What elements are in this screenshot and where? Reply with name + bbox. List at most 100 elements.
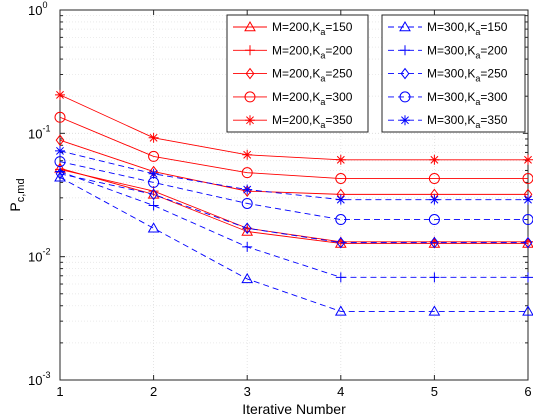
y-axis-label-subscript: c,md — [15, 178, 27, 202]
triangle-marker — [147, 222, 160, 233]
circle-marker — [148, 150, 160, 162]
legend-label: M=300,Ka=150 — [427, 20, 508, 37]
legend-label-subscript: a — [320, 97, 325, 107]
series-line — [59, 94, 528, 161]
legend-label: M=300,Ka=350 — [427, 113, 508, 130]
circle-marker — [241, 197, 253, 209]
star-marker — [55, 145, 65, 156]
legend-box-2: M=300,Ka=150M=300,Ka=200M=300,Ka=250M=30… — [381, 14, 526, 133]
legend-label-main: M=300,K — [427, 20, 475, 34]
legend-label: M=200,Ka=150 — [272, 20, 353, 37]
legend-item: M=300,Ka=200 — [388, 43, 508, 60]
star-marker — [242, 149, 253, 160]
star-marker — [148, 132, 159, 143]
star-marker — [400, 115, 410, 126]
x-axis-label: Iterative Number — [242, 401, 346, 417]
circle-marker — [54, 111, 66, 123]
star-marker — [523, 154, 533, 165]
legend-label-main: M=300,K — [427, 113, 475, 127]
series-line — [59, 150, 528, 201]
y-tick-label-base: 10 — [28, 250, 42, 265]
plus-marker — [523, 272, 533, 283]
series-5 — [55, 89, 533, 165]
series-10 — [55, 145, 533, 205]
circle-marker — [522, 173, 533, 185]
diamond-marker — [336, 236, 346, 249]
legend-label: M=300,Ka=300 — [427, 90, 508, 107]
triangle-marker — [428, 305, 441, 316]
y-tick-label-base: 10 — [28, 3, 42, 18]
legend-label-suffix: =300 — [325, 90, 352, 104]
legend-label-main: M=200,K — [272, 20, 320, 34]
series-8 — [55, 167, 533, 249]
legend-label-subscript: a — [475, 74, 480, 84]
series-4 — [54, 111, 533, 185]
legend-label-suffix: =200 — [325, 43, 352, 57]
legend-item: M=200,Ka=300 — [233, 90, 353, 107]
series-line — [59, 161, 528, 220]
series-line — [59, 171, 528, 278]
star-marker — [429, 154, 440, 165]
legend-label-suffix: =150 — [480, 20, 507, 34]
legend-item: M=200,Ka=200 — [233, 43, 353, 60]
legend-label-suffix: =300 — [480, 90, 507, 104]
series-7 — [55, 166, 533, 283]
legend-label-subscript: a — [475, 50, 480, 60]
x-tick-label: 3 — [244, 384, 251, 399]
circle-marker — [335, 173, 347, 185]
circle-marker — [335, 214, 347, 226]
legend-label-subscript: a — [475, 27, 480, 37]
star-marker — [429, 194, 440, 205]
star-marker — [242, 184, 253, 195]
legend-label: M=200,Ka=300 — [272, 90, 353, 107]
circle-marker — [241, 167, 253, 179]
circle-marker — [428, 173, 440, 185]
diamond-marker — [430, 236, 439, 249]
legend-label-main: M=200,K — [272, 43, 320, 57]
plus-marker — [335, 272, 346, 283]
legend-label-subscript: a — [320, 50, 325, 60]
legend-label-subscript: a — [475, 97, 480, 107]
y-tick-label: 10-1 — [28, 123, 50, 141]
y-tick-label-exponent: -1 — [42, 123, 50, 133]
series-line — [59, 167, 528, 244]
legend-label: M=200,Ka=250 — [272, 67, 353, 84]
star-marker — [55, 89, 65, 100]
legend-label: M=200,Ka=200 — [272, 43, 353, 60]
triangle-marker — [399, 20, 411, 32]
circle-marker — [522, 214, 533, 226]
legend-label: M=300,Ka=250 — [427, 67, 508, 84]
legend-item: M=200,Ka=250 — [233, 67, 353, 84]
y-tick-label-exponent: 0 — [42, 0, 47, 10]
legend-label-suffix: =350 — [325, 113, 352, 127]
y-tick-label: 100 — [28, 0, 47, 18]
diamond-marker — [55, 134, 65, 147]
legend-label-suffix: =200 — [480, 43, 507, 57]
legend-box-1: M=200,Ka=150M=200,Ka=200M=200,Ka=250M=20… — [226, 14, 369, 133]
diamond-marker — [242, 222, 252, 235]
series-line — [59, 116, 528, 179]
star-marker — [335, 154, 346, 165]
legend-label-suffix: =250 — [480, 67, 507, 81]
triangle-marker — [334, 305, 347, 316]
circle-marker — [244, 91, 256, 103]
legend-item: M=200,Ka=150 — [233, 20, 353, 37]
x-tick-label: 6 — [524, 384, 531, 399]
plus-marker — [245, 45, 255, 56]
legend: M=200,Ka=150M=200,Ka=200M=200,Ka=250M=20… — [226, 14, 526, 133]
legend-label-suffix: =250 — [325, 67, 352, 81]
circle-marker — [428, 214, 440, 226]
legend-label-main: M=300,K — [427, 43, 475, 57]
legend-label-main: M=200,K — [272, 90, 320, 104]
legend-label-subscript: a — [475, 120, 480, 130]
legend-label-subscript: a — [320, 120, 325, 130]
series-line — [59, 176, 528, 312]
legend-frame — [381, 14, 526, 133]
diamond-marker — [245, 67, 255, 80]
legend-item: M=300,Ka=350 — [388, 113, 508, 130]
y-axis-label-main: P — [7, 202, 23, 211]
legend-label-main: M=200,K — [272, 113, 320, 127]
x-tick-label: 2 — [150, 384, 157, 399]
legend-label-subscript: a — [320, 74, 325, 84]
